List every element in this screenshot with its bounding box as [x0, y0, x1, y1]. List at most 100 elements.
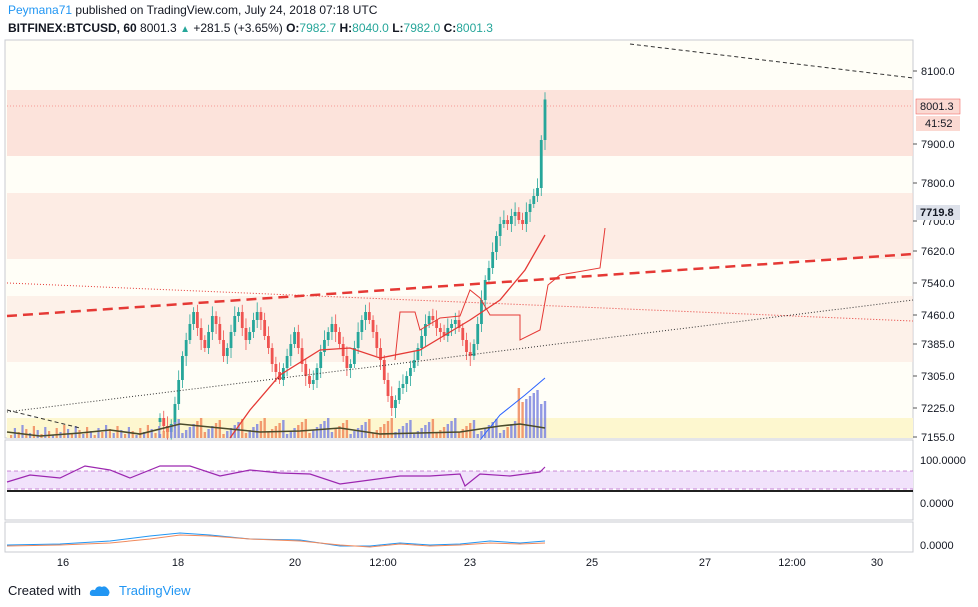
candle-body	[472, 344, 476, 356]
candle-body	[390, 396, 394, 408]
volume-bar	[199, 418, 203, 438]
price-tick: 7460.0	[921, 310, 955, 322]
price-tick: 7225.0	[921, 403, 955, 415]
signal-line	[6, 534, 546, 548]
candle-body	[237, 312, 240, 316]
candle-body	[158, 418, 162, 422]
candles-group	[158, 92, 547, 442]
volume-bar	[386, 421, 390, 438]
volume-bar	[101, 432, 104, 438]
macd-tick-0: 0.0000	[920, 540, 954, 552]
volume-bar	[154, 433, 157, 438]
volume-bar	[70, 433, 73, 438]
volume-bar	[184, 430, 188, 438]
close-value: 8001.3	[456, 21, 493, 35]
volume-bar	[166, 428, 169, 438]
candle-body	[423, 324, 427, 336]
volume-bar	[304, 419, 307, 438]
volume-bar	[525, 399, 528, 438]
symbol-label: BITFINEX:BTCUSD, 60	[8, 21, 137, 35]
candle-body	[487, 268, 491, 280]
candle-body	[345, 356, 349, 368]
volume-bar	[338, 426, 341, 438]
volume-bar	[192, 424, 195, 438]
macd-pane	[4, 521, 914, 553]
close-label: C:	[443, 21, 457, 35]
published-text: published on TradingView.com, July 24, 2…	[75, 3, 378, 17]
volume-bar	[424, 425, 427, 438]
volume-bar	[207, 429, 210, 438]
volume-bar	[173, 422, 177, 438]
volume-bar	[82, 434, 85, 438]
volume-bar	[487, 425, 491, 438]
candle-body	[382, 360, 386, 380]
volume-bar	[465, 426, 468, 438]
ohlc-line: BITFINEX:BTCUSD, 60 8001.3 ▲ +281.5 (+3.…	[8, 21, 493, 35]
last-price-tag: 8001.3	[920, 101, 954, 113]
candle-body	[483, 280, 487, 300]
tradingview-brand[interactable]: TradingView	[118, 583, 191, 598]
volume-bar	[401, 426, 405, 438]
volume-bar	[517, 388, 521, 438]
volume-bar	[394, 432, 397, 438]
candle-body	[536, 188, 539, 196]
candle-body	[341, 344, 345, 356]
price-tick: 7305.0	[921, 371, 955, 383]
volume-bar	[51, 435, 54, 438]
candle-body	[397, 388, 401, 400]
candle-body	[338, 332, 341, 344]
volume-bar	[120, 430, 123, 438]
volume-bar	[502, 430, 506, 438]
candle-body	[427, 316, 431, 324]
time-tick: 16	[57, 557, 69, 569]
price-tick: 7540.0	[921, 278, 955, 290]
volume-bar	[308, 433, 311, 438]
volume-bar	[446, 424, 450, 438]
volume-bar	[450, 421, 453, 438]
created-with-label: Created with	[8, 583, 81, 598]
volume-bar	[293, 428, 296, 438]
time-tick: 27	[699, 557, 711, 569]
candle-body	[420, 336, 424, 348]
candle-body	[218, 324, 222, 340]
candle-body	[192, 312, 196, 324]
candle-body	[356, 332, 360, 348]
countdown-tag-bg	[916, 116, 960, 131]
candle-body	[506, 220, 510, 224]
volume-bar	[229, 428, 233, 438]
candle-body	[296, 332, 300, 348]
volume-bar	[158, 426, 161, 438]
candle-body	[502, 220, 506, 224]
time-tick: 23	[464, 557, 476, 569]
volume-bar	[300, 422, 304, 438]
volume-bar	[44, 427, 47, 438]
supply-zone	[7, 193, 913, 259]
volume-bar	[431, 419, 435, 438]
volume-bar	[528, 396, 532, 438]
price-tick: 7620.0	[921, 246, 955, 258]
volume-bar	[472, 420, 476, 438]
high-label: H:	[339, 21, 353, 35]
candle-body	[495, 236, 498, 252]
candle-body	[304, 364, 308, 376]
last-price: 8001.3	[140, 21, 177, 35]
volume-bar	[461, 429, 464, 438]
volume-bar	[177, 419, 180, 438]
candle-body	[188, 324, 192, 340]
candle-body	[210, 316, 214, 332]
candle-body	[513, 212, 517, 216]
marker-tag: 7719.8	[920, 207, 954, 219]
price-change: +281.5 (+3.65%)	[193, 21, 283, 35]
candle-body	[263, 320, 267, 336]
candle-body	[509, 216, 513, 224]
volume-bar	[74, 426, 77, 438]
candle-body	[394, 400, 397, 408]
candle-body	[229, 332, 233, 348]
high-value: 8040.0	[352, 21, 389, 35]
candle-body	[270, 348, 274, 364]
trendline-black-dashed	[629, 43, 914, 79]
candle-body	[386, 380, 390, 396]
author-link[interactable]: Peymana71	[8, 3, 73, 17]
volume-bar	[341, 423, 345, 438]
